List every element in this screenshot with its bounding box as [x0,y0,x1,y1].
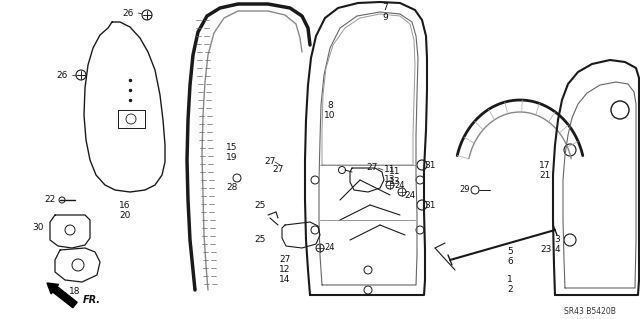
Text: 29: 29 [460,186,470,195]
Text: 15: 15 [227,144,237,152]
Text: 26: 26 [122,9,134,18]
Text: 11: 11 [384,166,396,174]
Text: 12: 12 [279,265,291,275]
Text: 7: 7 [382,4,388,12]
Text: 17: 17 [540,160,551,169]
Text: 23: 23 [540,246,552,255]
Text: 20: 20 [119,211,131,219]
Text: 16: 16 [119,201,131,210]
Text: 26: 26 [56,70,68,79]
Text: 10: 10 [324,110,336,120]
Text: 22: 22 [44,196,56,204]
Text: 30: 30 [32,224,44,233]
Text: 27: 27 [272,166,284,174]
Text: 13: 13 [384,175,396,184]
Text: 8: 8 [327,100,333,109]
Text: 5: 5 [507,248,513,256]
FancyArrow shape [47,283,77,308]
Text: 24: 24 [404,190,415,199]
Text: 14: 14 [279,276,291,285]
Text: SR43 B5420B: SR43 B5420B [564,308,616,316]
Text: 2: 2 [507,286,513,294]
Text: 28: 28 [227,183,237,192]
Text: 21: 21 [540,170,550,180]
Text: 25: 25 [254,235,266,244]
Text: 4: 4 [554,246,560,255]
Text: 6: 6 [507,257,513,266]
Text: 31: 31 [424,160,436,169]
Text: 11: 11 [389,167,401,176]
Text: 27: 27 [264,158,276,167]
Text: FR.: FR. [83,295,101,305]
Text: 3: 3 [554,235,560,244]
Text: 9: 9 [382,13,388,23]
Text: 13: 13 [389,177,401,187]
Text: 18: 18 [69,287,81,296]
Text: 1: 1 [507,276,513,285]
Text: 27: 27 [279,256,291,264]
Text: 19: 19 [227,153,237,162]
Text: 31: 31 [424,201,436,210]
Text: 24: 24 [395,181,405,189]
Text: 27: 27 [366,164,378,173]
Text: 25: 25 [254,201,266,210]
Text: 24: 24 [324,243,335,253]
